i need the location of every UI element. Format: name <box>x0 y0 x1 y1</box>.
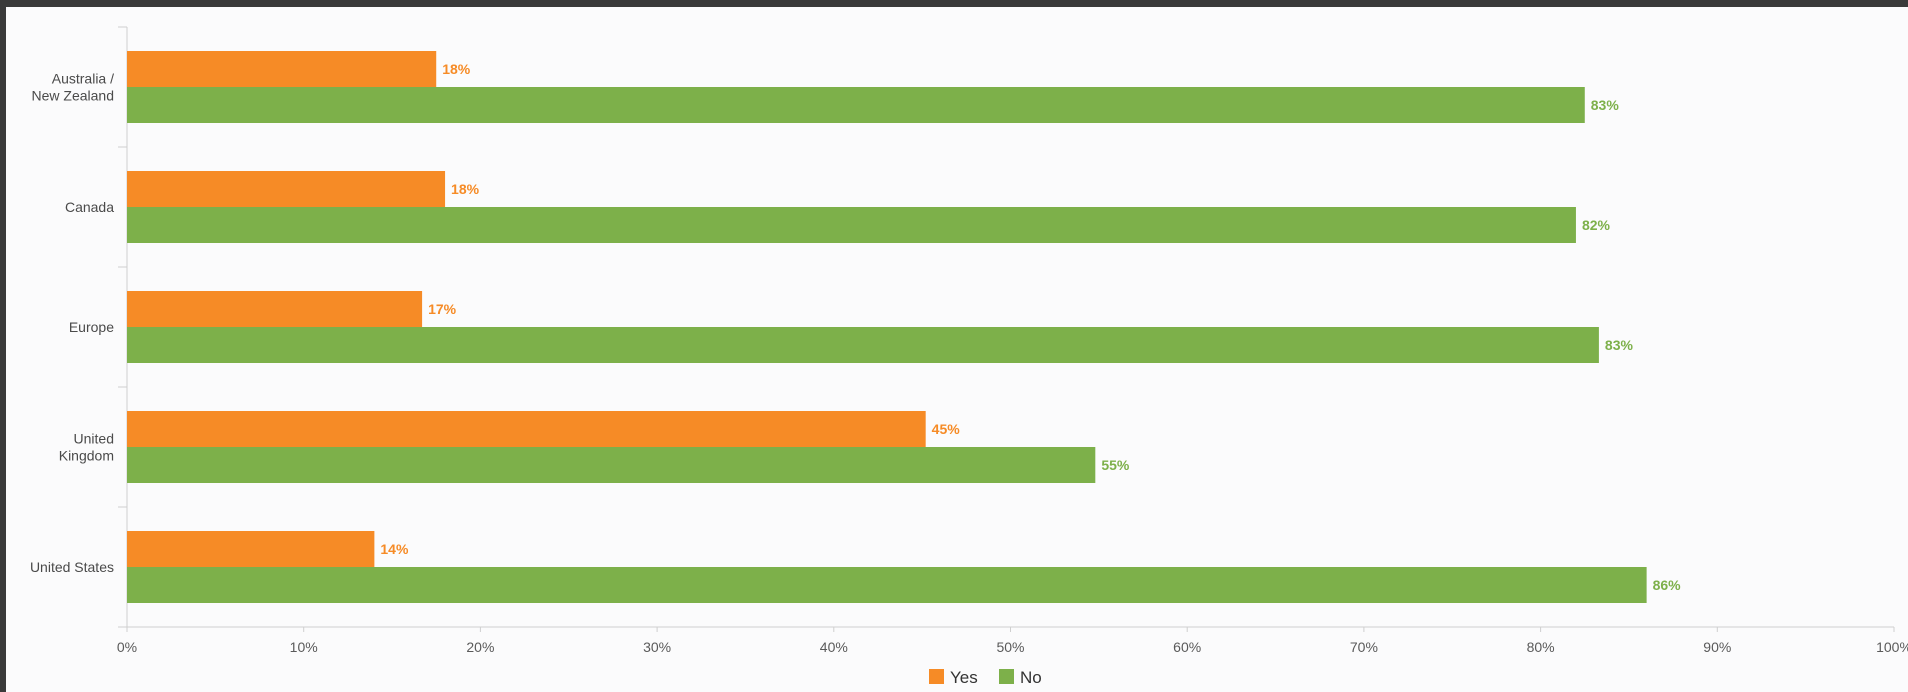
data-label: 18% <box>442 61 471 77</box>
legend-label: Yes <box>950 668 978 687</box>
bar-yes[interactable] <box>127 531 375 567</box>
legend-item-no[interactable]: No <box>999 668 1042 687</box>
data-label: 82% <box>1582 217 1611 233</box>
x-tick-label: 50% <box>996 639 1024 655</box>
bars <box>127 51 1647 603</box>
category-label: Australia / <box>52 71 114 87</box>
x-tick-label: 90% <box>1703 639 1731 655</box>
category-label: United States <box>30 559 114 575</box>
x-tick-label: 100% <box>1876 639 1908 655</box>
legend[interactable]: Yes No <box>929 668 1042 687</box>
x-tick-label: 80% <box>1527 639 1555 655</box>
data-label: 45% <box>932 421 961 437</box>
bar-yes[interactable] <box>127 291 423 327</box>
legend-item-yes[interactable]: Yes <box>929 668 978 687</box>
bar-no[interactable] <box>127 447 1096 483</box>
x-tick-label: 60% <box>1173 639 1201 655</box>
bar-no[interactable] <box>127 207 1576 243</box>
data-label: 18% <box>451 181 480 197</box>
labels: Australia /New Zealand 18% 83% Canada 18% 82%… <box>30 61 1681 593</box>
bar-yes[interactable] <box>127 51 437 87</box>
category-label: Kingdom <box>59 448 114 464</box>
data-label: 55% <box>1101 457 1130 473</box>
bar-yes[interactable] <box>127 411 926 447</box>
x-tick-label: 70% <box>1350 639 1378 655</box>
x-tick-label: 40% <box>820 639 848 655</box>
category-label: Europe <box>69 319 114 335</box>
x-tick-label: 0% <box>117 639 137 655</box>
bar-no[interactable] <box>127 327 1599 363</box>
data-label: 17% <box>428 301 457 317</box>
data-label: 14% <box>380 541 409 557</box>
x-tick-label: 20% <box>466 639 494 655</box>
legend-swatch <box>929 669 944 684</box>
chart-panel: 0% 10% 20% 30% 40% 50% 60% 70% 80% 90% 100% Austra… <box>6 7 1908 692</box>
axes: 0% 10% 20% 30% 40% 50% 60% 70% 80% 90% 100% <box>117 26 1908 655</box>
bar-no[interactable] <box>127 87 1585 123</box>
category-label: Canada <box>65 199 114 215</box>
legend-label: No <box>1020 668 1042 687</box>
bar-chart: 0% 10% 20% 30% 40% 50% 60% 70% 80% 90% 100% Austra… <box>30 26 1908 687</box>
x-tick-label: 30% <box>643 639 671 655</box>
data-label: 86% <box>1653 577 1682 593</box>
legend-swatch <box>999 669 1014 684</box>
x-tick-label: 10% <box>290 639 318 655</box>
bar-yes[interactable] <box>127 171 446 207</box>
category-label: United <box>74 431 114 447</box>
data-label: 83% <box>1605 337 1634 353</box>
data-label: 83% <box>1591 97 1620 113</box>
category-label: New Zealand <box>32 88 115 104</box>
bar-no[interactable] <box>127 567 1647 603</box>
